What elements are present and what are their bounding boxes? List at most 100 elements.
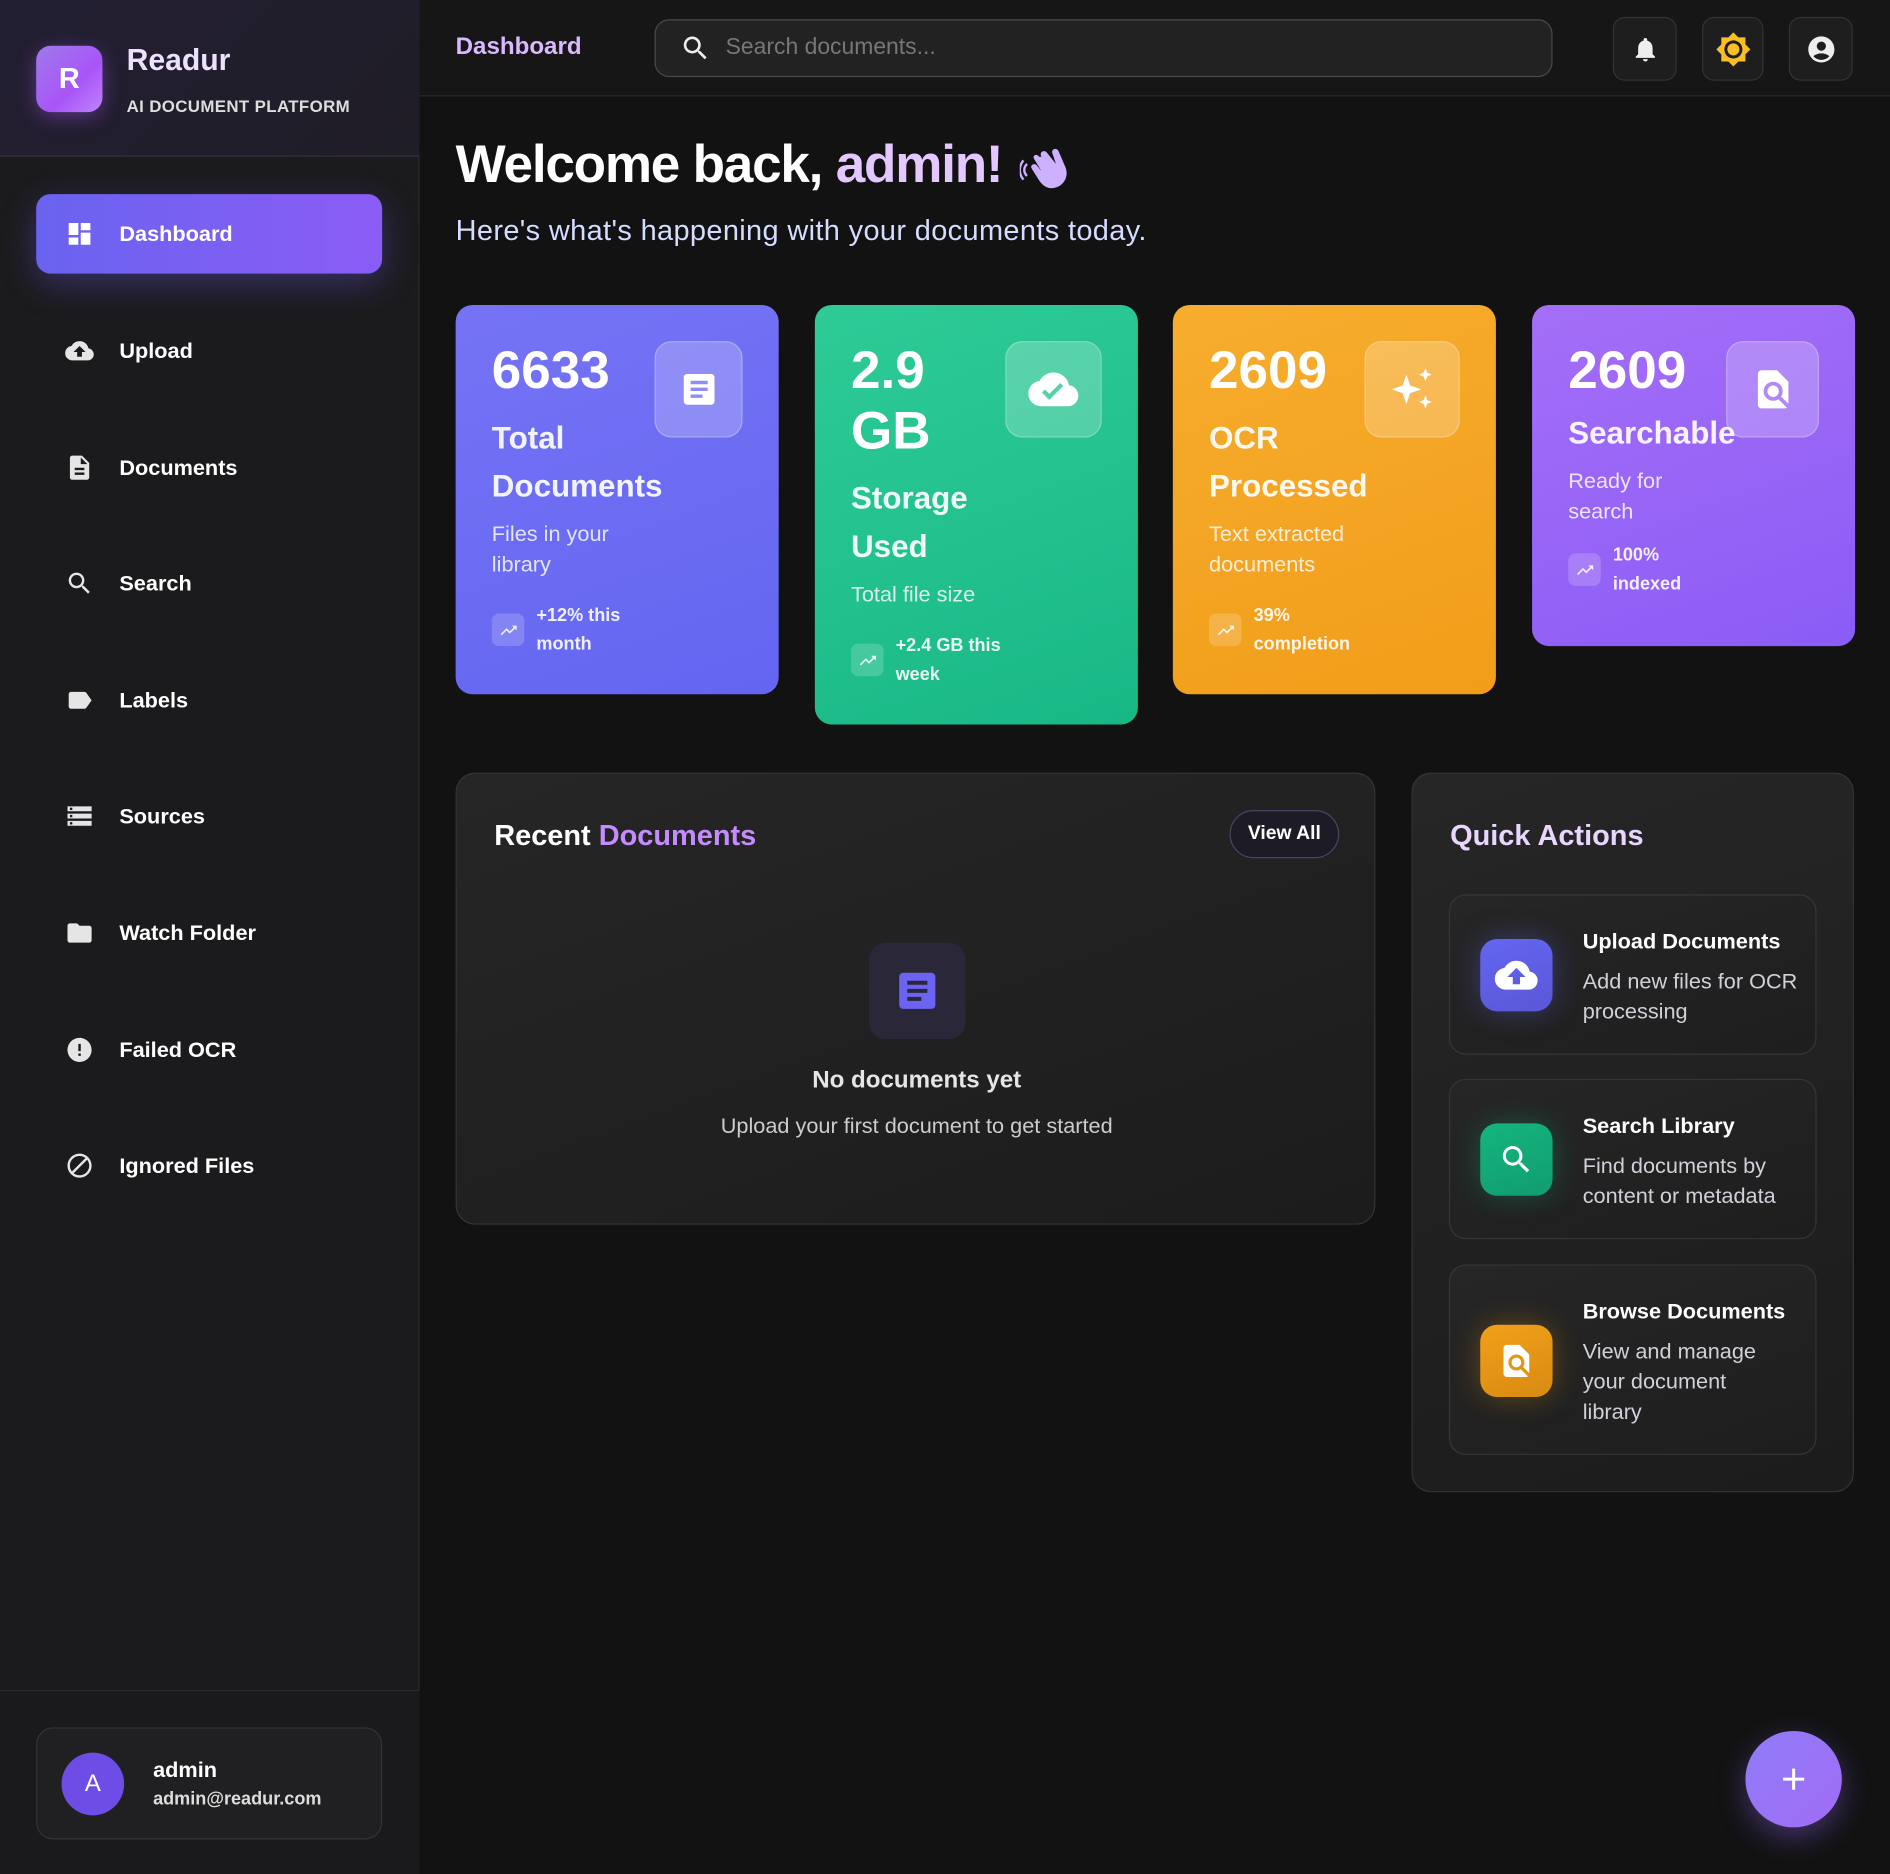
user-section: A admin admin@readur.com <box>0 1689 420 1874</box>
bell-icon <box>1635 37 1655 61</box>
stat-card-searchable: 2609 Searchable Ready for search 100% in… <box>1532 304 1856 647</box>
quick-action-title: Browse Documents <box>1582 1299 1786 1324</box>
sidebar-item-dashboard[interactable]: Dashboard <box>36 194 383 274</box>
sidebar-item-sources[interactable]: Sources <box>36 776 382 856</box>
stat-card-ocr-processed: 2609 OCR Processed Text extracted docume… <box>1172 304 1496 695</box>
sidebar-item-label: Failed OCR <box>119 1037 237 1062</box>
stat-trend: 100% indexed <box>1568 541 1819 599</box>
trending-up-icon <box>1209 613 1242 647</box>
panel-title: Quick Actions <box>1450 819 1644 853</box>
sidebar: R Readur AI DOCUMENT PLATFORM Dashboard … <box>0 0 420 1874</box>
user-name: admin <box>153 1757 217 1782</box>
stat-value: 2609 <box>1209 341 1328 401</box>
stat-trend: +12% this month <box>491 601 743 659</box>
search-input[interactable] <box>725 34 1449 62</box>
account-button[interactable] <box>1788 16 1853 81</box>
plus-icon <box>1783 1768 1805 1790</box>
find-in-page-icon <box>1726 341 1819 438</box>
quick-action-search[interactable]: Search Library Find documents by content… <box>1448 1078 1817 1240</box>
breadcrumb: Dashboard <box>455 33 582 61</box>
stat-trend: 39% completion <box>1209 601 1460 659</box>
stat-card-total-documents: 6633 Total Documents Files in your libra… <box>455 304 779 695</box>
brand-tagline: AI DOCUMENT PLATFORM <box>126 96 351 116</box>
recent-documents-panel: Recent Documents View All No documents y… <box>455 772 1376 1225</box>
top-bar: Dashboard <box>419 0 1890 97</box>
error-icon <box>67 1037 92 1062</box>
stat-desc: Total file size <box>851 582 976 607</box>
stat-card-storage: 2.9 GB Storage Used Total file size +2.4… <box>814 304 1138 725</box>
view-all-button[interactable]: View All <box>1229 810 1340 859</box>
document-icon <box>869 942 966 1040</box>
block-icon <box>67 1153 92 1178</box>
stat-title: Storage Used <box>851 479 968 565</box>
label-icon <box>68 691 92 709</box>
quick-action-desc: Add new files for OCR processing <box>1582 969 1798 1024</box>
stat-desc: Text extracted documents <box>1209 521 1345 577</box>
storage-icon <box>67 806 92 826</box>
sidebar-item-documents[interactable]: Documents <box>36 428 382 508</box>
stat-title: Searchable <box>1568 414 1736 451</box>
quick-action-browse[interactable]: Browse Documents View and manage your do… <box>1448 1264 1817 1455</box>
account-circle-icon <box>1807 35 1834 62</box>
sidebar-item-ignored-files[interactable]: Ignored Files <box>36 1126 382 1206</box>
cloud-upload-icon <box>1480 939 1553 1012</box>
sidebar-item-label: Documents <box>119 455 238 480</box>
panel-title: Recent Documents <box>494 819 757 853</box>
page-subtitle: Here's what's happening with your docume… <box>455 214 1147 248</box>
folder-icon <box>67 923 92 943</box>
sidebar-item-label: Dashboard <box>119 221 233 246</box>
quick-action-desc: View and manage your document library <box>1582 1339 1757 1424</box>
sidebar-item-search[interactable]: Search <box>36 544 382 624</box>
search-icon <box>683 36 707 60</box>
cloud-done-icon <box>1005 341 1102 438</box>
dashboard-icon <box>68 222 91 245</box>
search-icon <box>68 572 90 594</box>
logo: R <box>36 45 103 113</box>
trending-up-icon <box>851 643 884 677</box>
sidebar-item-label: Search <box>119 570 192 595</box>
quick-action-desc: Find documents by content or metadata <box>1582 1153 1776 1208</box>
brightness-icon <box>1715 31 1750 66</box>
stat-trend: +2.4 GB this week <box>851 632 1102 690</box>
sidebar-item-label: Sources <box>119 803 205 828</box>
sidebar-item-watch-folder[interactable]: Watch Folder <box>36 893 382 973</box>
quick-action-title: Search Library <box>1582 1113 1735 1138</box>
brand-name: Readur <box>126 43 231 78</box>
quick-action-upload[interactable]: Upload Documents Add new files for OCR p… <box>1448 894 1817 1055</box>
sidebar-item-label: Ignored Files <box>119 1152 255 1178</box>
page-title: Welcome back, admin! <box>455 135 1004 195</box>
sidebar-item-label: Watch Folder <box>119 920 256 945</box>
search-icon <box>1480 1123 1553 1196</box>
trending-up-icon <box>491 613 525 647</box>
empty-state-description: Upload your first document to get starte… <box>720 1113 1113 1138</box>
brand-header: R Readur AI DOCUMENT PLATFORM <box>0 0 420 157</box>
stat-desc: Files in your library <box>491 521 609 577</box>
user-profile-card[interactable]: A admin admin@readur.com <box>36 1727 383 1840</box>
stat-value: 6633 <box>491 341 610 401</box>
sidebar-item-labels[interactable]: Labels <box>36 661 382 741</box>
search-bar[interactable] <box>654 19 1553 78</box>
add-fab-button[interactable] <box>1745 1730 1842 1828</box>
sidebar-item-label: Upload <box>119 338 193 363</box>
quick-actions-panel: Quick Actions Upload Documents Add new f… <box>1411 772 1854 1493</box>
stat-value: 2609 <box>1568 341 1687 401</box>
waving-hand-icon <box>1019 148 1067 189</box>
stat-value: 2.9 GB <box>851 341 931 461</box>
sidebar-item-upload[interactable]: Upload <box>36 311 382 391</box>
quick-action-title: Upload Documents <box>1582 929 1781 954</box>
user-email: admin@readur.com <box>153 1788 322 1810</box>
stat-title: OCR Processed <box>1209 419 1368 504</box>
avatar: A <box>61 1752 125 1816</box>
sidebar-item-failed-ocr[interactable]: Failed OCR <box>36 1010 382 1090</box>
sidebar-item-label: Labels <box>119 687 189 712</box>
theme-toggle-button[interactable] <box>1702 16 1764 81</box>
trending-up-icon <box>1568 553 1601 586</box>
document-icon <box>69 455 90 480</box>
empty-state-title: No documents yet <box>812 1066 1022 1094</box>
stat-desc: Ready for search <box>1568 468 1663 524</box>
cloud-upload-icon <box>65 341 94 361</box>
notifications-button[interactable] <box>1612 16 1677 81</box>
stat-title: Total Documents <box>491 419 663 504</box>
document-icon <box>654 341 743 438</box>
sparkle-icon <box>1364 341 1460 438</box>
